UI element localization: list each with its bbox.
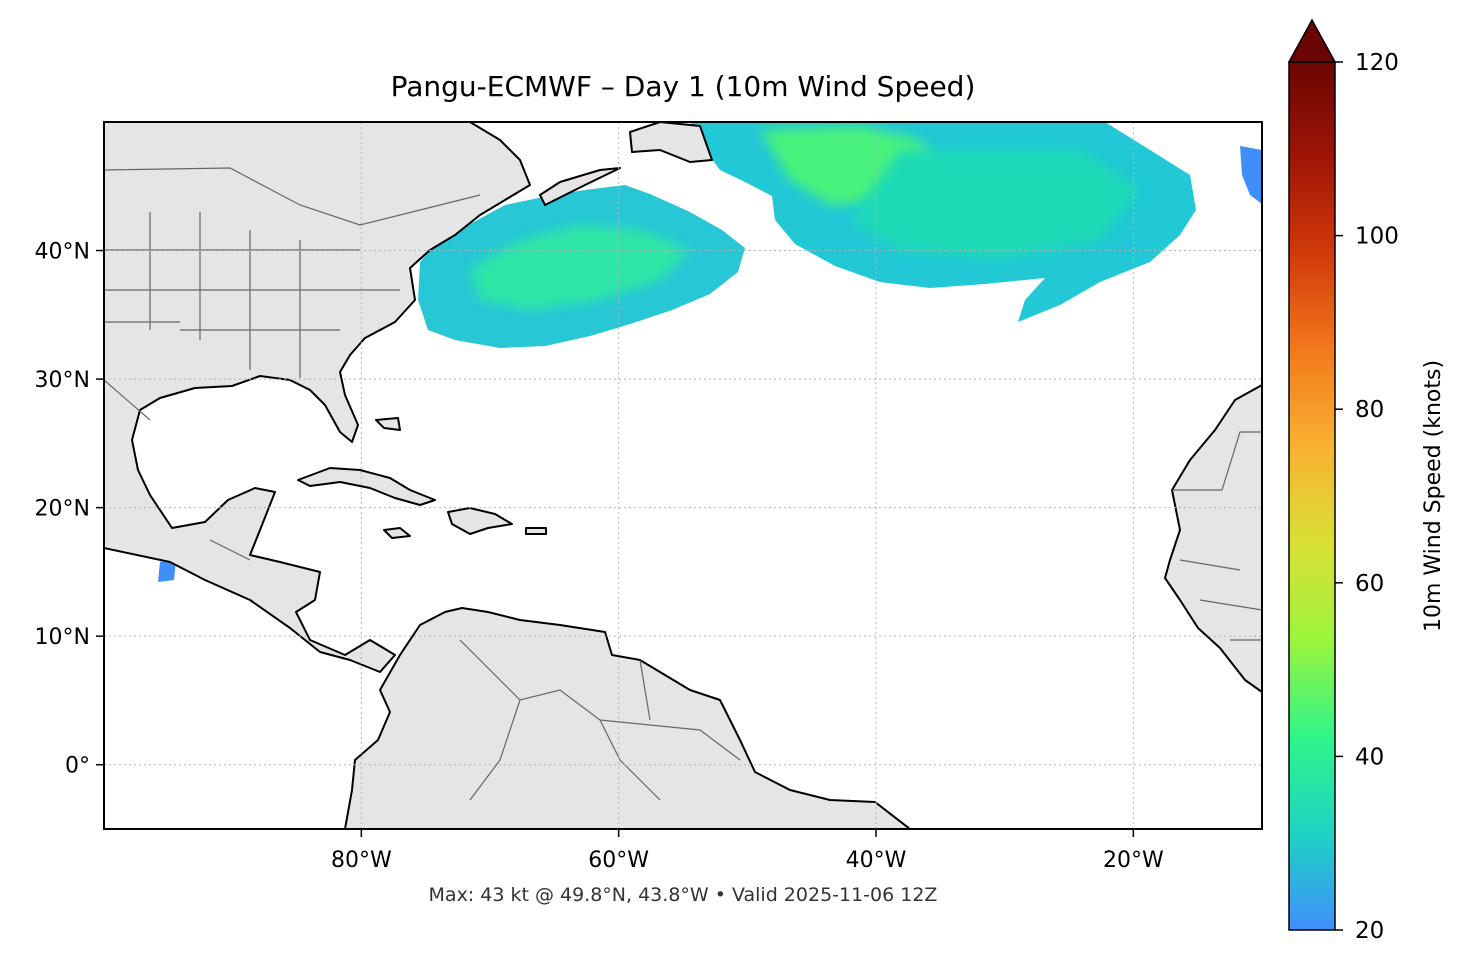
colorbar-tick-label: 40 (1355, 744, 1384, 770)
colorbar-tick-label: 20 (1355, 918, 1384, 944)
west-africa (1164, 384, 1262, 693)
lat-tick-label: 30°N (35, 368, 90, 393)
west-africa-borders (1172, 431, 1262, 641)
cuba (297, 467, 436, 506)
colorbar-ticks: 20 40 60 80 100 120 (1335, 50, 1399, 944)
wind-swath-northwest-atlantic-core (470, 225, 690, 310)
gridlines (104, 122, 1262, 829)
jamaica (383, 527, 411, 539)
south-america (344, 607, 911, 829)
colorbar-bar (1288, 61, 1336, 931)
land-masses (104, 122, 1262, 829)
colorbar-extend-arrow (1287, 18, 1337, 63)
latitude-ticks: 40°N 30°N 20°N 10°N 0° (35, 240, 104, 779)
wind-swath-east-fragment (1240, 146, 1262, 204)
wind-swath-central-atlantic-mid (850, 150, 1140, 260)
political-borders (104, 167, 1262, 801)
north-america (104, 122, 531, 673)
puerto-rico (525, 527, 547, 535)
wind-swaths (158, 122, 1262, 582)
hispaniola (447, 507, 513, 535)
colorbar-tick-label: 100 (1355, 224, 1399, 250)
south-america-borders (459, 639, 741, 801)
lon-tick-label: 40°W (846, 848, 907, 873)
us-canada-border (104, 167, 481, 226)
max-wind-footer: Max: 43 kt @ 49.8°N, 43.8°W • Valid 2025… (428, 884, 938, 906)
colorbar: 20 40 60 80 100 120 10m Wind Speed (knots) (1287, 18, 1446, 944)
colorbar-tick-label: 80 (1355, 397, 1384, 423)
map-title: Pangu-ECMWF – Day 1 (10m Wind Speed) (390, 70, 976, 103)
us-state-borders (104, 212, 400, 378)
lon-tick-label: 60°W (588, 848, 649, 873)
longitude-ticks: 80°W 60°W 40°W 20°W (331, 829, 1164, 873)
lon-tick-label: 80°W (331, 848, 392, 873)
nova-scotia (539, 167, 621, 206)
map-frame (103, 121, 1263, 830)
lat-tick-label: 0° (65, 754, 90, 779)
lat-tick-label: 10°N (35, 625, 90, 650)
colorbar-label: 10m Wind Speed (knots) (1421, 360, 1446, 632)
colorbar-tick-label: 120 (1355, 50, 1399, 76)
wind-swath-pacific-fragment (158, 560, 176, 582)
lat-tick-label: 20°N (35, 497, 90, 522)
bahamas (375, 417, 401, 431)
mexico-border (104, 379, 251, 561)
lat-tick-label: 40°N (35, 240, 90, 265)
lon-tick-label: 20°W (1103, 848, 1164, 873)
colorbar-tick-label: 60 (1355, 571, 1384, 597)
